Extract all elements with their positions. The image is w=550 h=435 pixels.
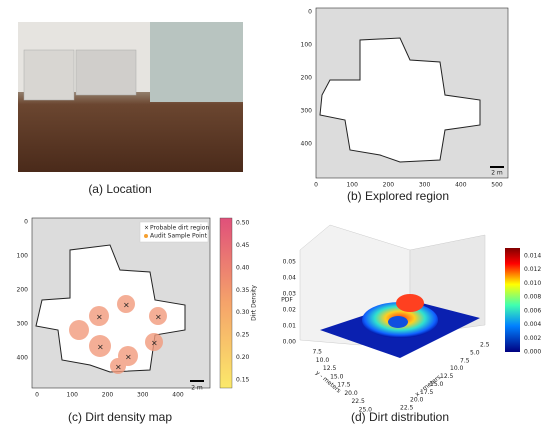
y-tick-label: 15.0: [330, 373, 344, 380]
x-tick-label: 500: [491, 182, 503, 189]
legend-label: Audit Sample Point: [150, 233, 208, 240]
legend-marker: [144, 234, 148, 238]
location-photo: [18, 22, 243, 172]
colorbar-tick-label: 0.50: [236, 220, 250, 227]
caption: (b) Explored region: [347, 189, 449, 203]
x-tick-label: 400: [172, 392, 184, 399]
colorbar-tick-label: 0.000: [524, 349, 541, 356]
z-tick-label: 0.05: [283, 259, 297, 266]
y-tick-label: 22.5: [351, 398, 365, 405]
y-tick-label: 25.0: [359, 407, 373, 414]
explored-region: [319, 37, 481, 163]
svg-text:×: ×: [123, 301, 130, 310]
colorbar-tick-label: 0.004: [524, 321, 541, 328]
svg-text:×: ×: [155, 313, 162, 322]
z-tick-label: 0.03: [283, 291, 297, 298]
svg-text:×: ×: [125, 353, 132, 362]
colorbar-label: Dirt Density: [251, 285, 258, 321]
colorbar-tick-label: 0.008: [524, 294, 541, 301]
scale-bar-label: 2 m: [491, 170, 503, 177]
caption: (d) Dirt distribution: [351, 410, 449, 424]
x-tick-label: 300: [137, 392, 149, 399]
x-tick-label: 22.5: [400, 405, 414, 412]
svg-text:×: ×: [115, 363, 122, 372]
x-tick-label: 15.0: [430, 381, 444, 388]
colorbar-tick-label: 0.012: [524, 266, 541, 273]
z-axis-label: PDF: [281, 297, 293, 304]
y-tick-label: 10.0: [316, 357, 330, 364]
x-tick-label: 200: [383, 182, 395, 189]
colorbar: [505, 248, 520, 352]
y-tick-label: 300: [17, 321, 29, 328]
y-tick-label: 12.5: [323, 365, 337, 372]
colorbar-tick-label: 0.006: [524, 307, 541, 314]
x-tick-label: 0: [35, 392, 39, 399]
x-tick-label: 17.5: [420, 389, 434, 396]
surface-plot: [299, 224, 486, 358]
x-tick-label: 2.5: [480, 342, 490, 349]
y-tick-label: 0: [308, 9, 312, 16]
y-tick-label: 200: [301, 75, 313, 82]
x-tick-label: 0: [314, 182, 318, 189]
dirt-regions: [69, 295, 167, 374]
colorbar-tick-label: 0.15: [236, 377, 250, 384]
caption: (c) Dirt density map: [68, 410, 172, 424]
y-tick-label: 300: [301, 108, 313, 115]
z-tick-label: 0.00: [283, 339, 297, 346]
x-tick-label: 100: [67, 392, 79, 399]
x-tick-label: 300: [419, 182, 431, 189]
y-tick-label: 17.5: [337, 382, 351, 389]
svg-text:×: ×: [151, 339, 158, 348]
y-tick-label: 100: [17, 253, 29, 260]
y-tick-label: 20.0: [344, 390, 358, 397]
colorbar-tick-label: 0.35: [236, 287, 250, 294]
z-tick-label: 0.01: [283, 323, 297, 330]
y-tick-label: 7.5: [312, 349, 322, 356]
colorbar-tick-label: 0.20: [236, 354, 250, 361]
x-tick-label: 100: [346, 182, 358, 189]
colorbar-tick-label: 0.010: [524, 280, 541, 287]
legend-label: Probable dirt region: [150, 225, 209, 232]
y-tick-label: 0: [24, 219, 28, 226]
legend-marker: ×: [144, 225, 149, 232]
colorbar-tick-label: 0.45: [236, 242, 250, 249]
x-tick-label: 400: [455, 182, 467, 189]
x-tick-label: 200: [102, 392, 114, 399]
colorbar-tick-label: 0.002: [524, 335, 541, 342]
x-tick-label: 7.5: [460, 357, 470, 364]
y-tick-label: 400: [17, 355, 29, 362]
caption: (a) Location: [88, 182, 151, 196]
y-tick-label: 100: [301, 42, 313, 49]
y-tick-label: 400: [301, 141, 313, 148]
svg-text:×: ×: [97, 343, 104, 352]
colorbar-tick-label: 0.25: [236, 332, 250, 339]
dirt-markers: ×××××××: [96, 301, 162, 372]
colorbar-tick-label: 0.014: [524, 253, 541, 260]
x-tick-label: 10.0: [450, 365, 464, 372]
x-tick-label: 5.0: [470, 349, 480, 356]
legend-box: [139, 221, 209, 243]
colorbar-tick-label: 0.30: [236, 309, 250, 316]
x-tick-label: 12.5: [440, 373, 454, 380]
colorbar-tick-label: 0.40: [236, 264, 250, 271]
y-tick-label: 200: [17, 287, 29, 294]
svg-text:×: ×: [96, 313, 103, 322]
z-tick-label: 0.04: [283, 275, 297, 282]
scale-bar-label: 2 m: [191, 385, 203, 392]
z-tick-label: 0.02: [283, 307, 297, 314]
x-tick-label: 20.0: [410, 397, 424, 404]
colorbar: [219, 217, 233, 389]
